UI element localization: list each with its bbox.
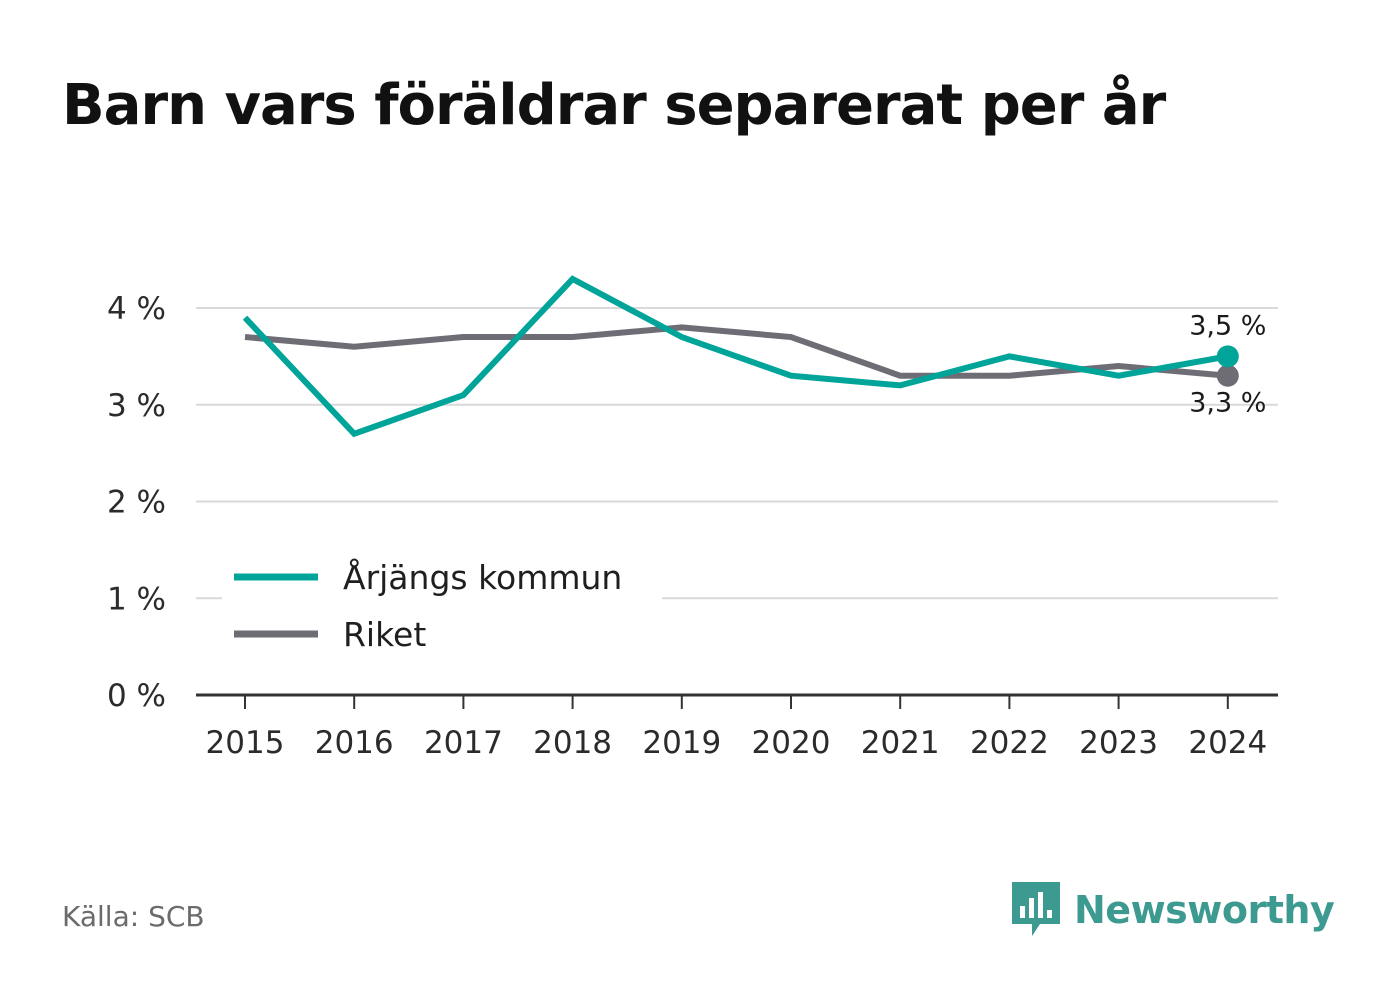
y-axis-ticks: 0 % 1 % 2 % 3 % 4 % bbox=[107, 291, 166, 714]
y-tick-label: 3 % bbox=[107, 388, 166, 424]
x-tick-label: 2021 bbox=[861, 725, 940, 761]
legend-label: Årjängs kommun bbox=[343, 557, 622, 597]
legend: Årjängs kommun Riket bbox=[222, 543, 662, 665]
series-lines bbox=[242, 275, 1239, 438]
newsworthy-icon bbox=[1012, 882, 1060, 936]
series-end-point bbox=[1216, 345, 1239, 368]
y-tick-label: 0 % bbox=[107, 678, 166, 714]
x-tick-label: 2020 bbox=[752, 725, 831, 761]
x-tick-label: 2024 bbox=[1188, 725, 1267, 761]
x-tick-label: 2017 bbox=[424, 725, 503, 761]
x-tick-label: 2016 bbox=[315, 725, 394, 761]
x-axis: 2015 2016 2017 2018 2019 2020 2021 2022 2023 2024 bbox=[196, 693, 1278, 761]
end-labels: 3,5 % 3,3 % bbox=[1189, 310, 1266, 418]
x-tick-label: 2022 bbox=[970, 725, 1049, 761]
x-tick-label: 2023 bbox=[1079, 725, 1158, 761]
source-note: Källa: SCB bbox=[62, 900, 205, 933]
x-tick-label: 2015 bbox=[206, 725, 285, 761]
x-tick-label: 2018 bbox=[533, 725, 612, 761]
brand-name: Newsworthy bbox=[1074, 888, 1335, 932]
series-end-point bbox=[1216, 364, 1239, 387]
series-line bbox=[244, 324, 1229, 379]
legend-label: Riket bbox=[343, 615, 426, 654]
x-tick-label: 2019 bbox=[642, 725, 721, 761]
legend-background bbox=[222, 543, 662, 665]
chart-title: Barn vars föräldrar separerat per år bbox=[62, 73, 1166, 138]
end-label: 3,5 % bbox=[1189, 310, 1266, 341]
end-label: 3,3 % bbox=[1189, 388, 1266, 419]
series-line bbox=[242, 275, 1229, 438]
brand-logo: Newsworthy bbox=[1010, 880, 1335, 940]
y-tick-label: 1 % bbox=[107, 581, 166, 617]
y-tick-label: 2 % bbox=[107, 485, 166, 521]
y-tick-label: 4 % bbox=[107, 291, 166, 327]
